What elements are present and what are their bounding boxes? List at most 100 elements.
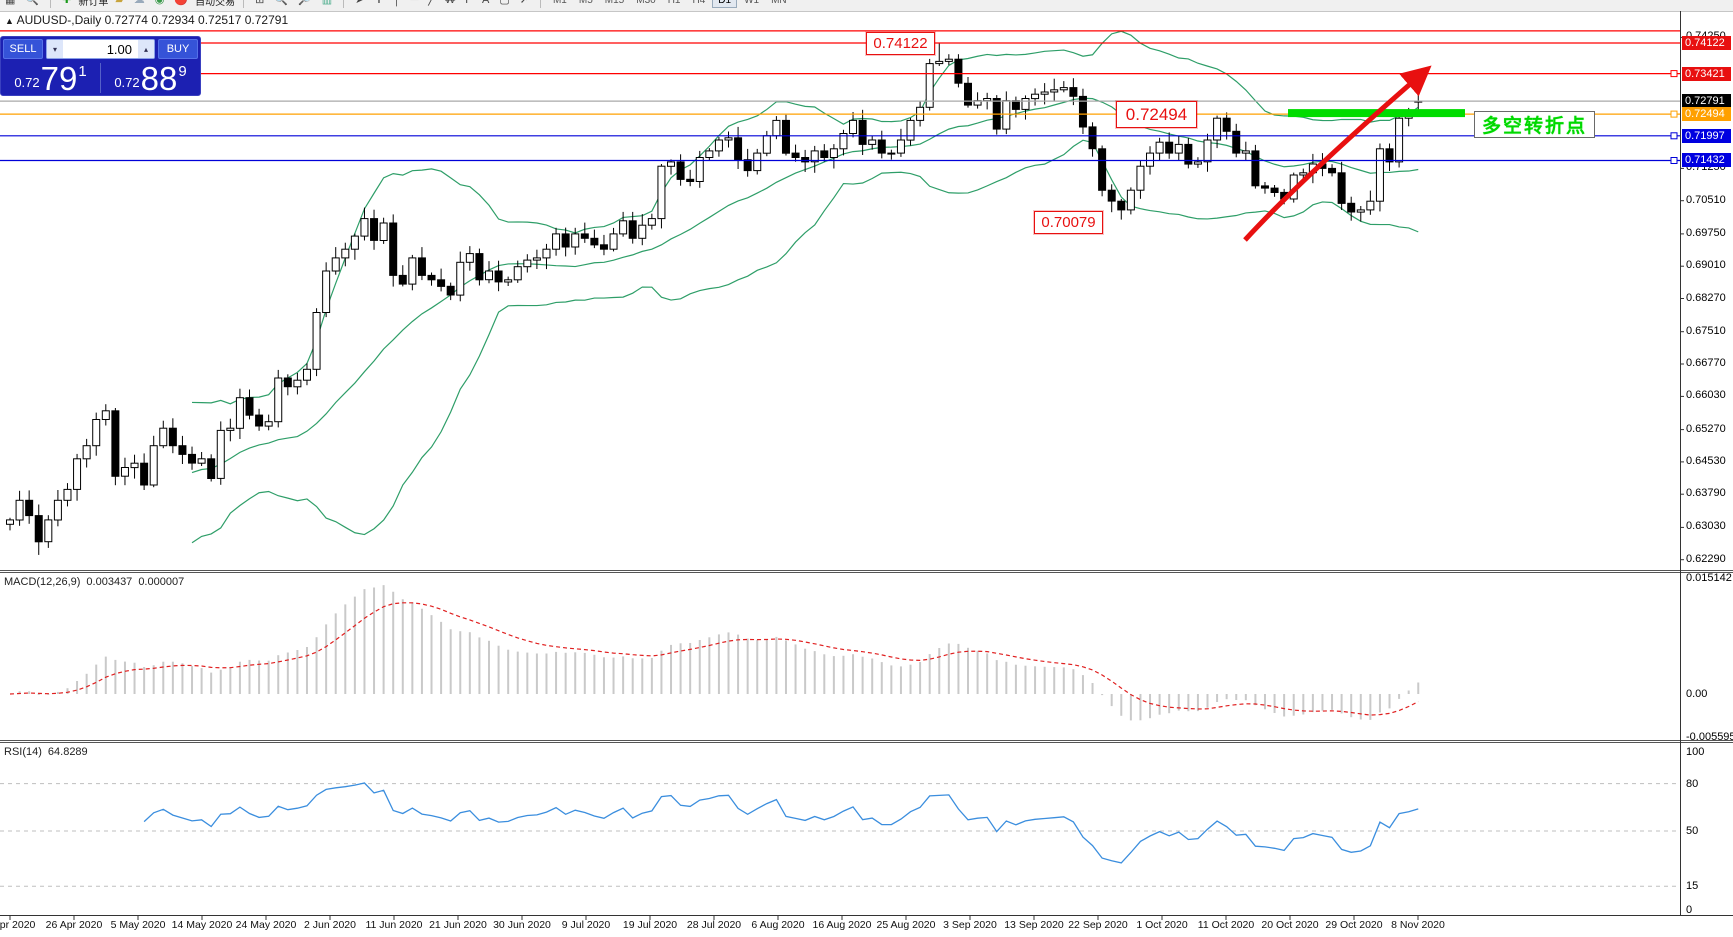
- date-axis-label: 8 Nov 2020: [1391, 919, 1445, 931]
- date-axis-label: 21 Jun 2020: [429, 919, 487, 931]
- date-axis-label: 30 Jun 2020: [493, 919, 551, 931]
- vline-icon[interactable]: │: [393, 0, 401, 6]
- autotrade-label[interactable]: 自动交易: [195, 0, 236, 8]
- rsi-axis-tick: 15: [1686, 880, 1699, 892]
- date-axis-label: 22 Sep 2020: [1068, 919, 1128, 931]
- date-axis-label: 25 Aug 2020: [876, 919, 936, 931]
- volume-increment-button[interactable]: ▴: [138, 40, 154, 58]
- timeframe-d1[interactable]: D1: [712, 0, 738, 8]
- new-order-label[interactable]: 新订单: [78, 0, 109, 8]
- date-axis-label: 14 May 2020: [171, 919, 233, 931]
- price-line-badge: 0.73421: [1682, 67, 1731, 81]
- date-axis-label: 24 May 2020: [235, 919, 297, 931]
- volume-control: ▾ 1.00 ▴: [46, 39, 155, 59]
- sell-price[interactable]: 0.72 79 1: [14, 60, 87, 97]
- price-axis-tick: 0.63030: [1686, 520, 1726, 532]
- price-axis-tick: 0.64530: [1686, 455, 1726, 467]
- shapes-icon[interactable]: ▢: [499, 0, 510, 6]
- date-axis-label: 13 Sep 2020: [1004, 919, 1064, 931]
- rsi-axis-tick: 100: [1686, 746, 1705, 758]
- timeframe-w1[interactable]: W1: [744, 0, 760, 6]
- price-line-badge: 0.74122: [1682, 36, 1731, 50]
- cloud-icon[interactable]: ☁: [133, 0, 145, 6]
- timeframe-h4[interactable]: H4: [692, 0, 706, 6]
- price-axis-tick: 0.63790: [1686, 487, 1726, 499]
- timeframe-m5[interactable]: M5: [578, 0, 593, 6]
- price-axis-tick: 0.70510: [1686, 194, 1726, 206]
- date-axis-label: 2 Jun 2020: [304, 919, 356, 931]
- date-axis-label: 5 May 2020: [110, 919, 166, 931]
- date-axis-label: 11 Jun 2020: [365, 919, 423, 931]
- tile-windows-icon[interactable]: ▥: [321, 0, 333, 6]
- date-axis-label: 20 Oct 2020: [1261, 919, 1319, 931]
- date-axis-label: 9 Jul 2020: [561, 919, 611, 931]
- rsi-label: RSI(14) 64.8289: [4, 746, 88, 758]
- buy-button[interactable]: BUY: [158, 39, 198, 59]
- crosshair-icon[interactable]: ✛: [374, 0, 384, 6]
- price-axis-tick: 0.65270: [1686, 423, 1726, 435]
- autotrade-icon[interactable]: ⛔: [174, 0, 189, 6]
- timeframe-bar: M1 M5 M15 M30 H1 H4 D1 W1 MN: [547, 0, 793, 8]
- price-line-badge: 0.71432: [1682, 153, 1731, 167]
- cursor-icon[interactable]: ➤: [355, 0, 365, 6]
- timeframe-h1[interactable]: H1: [667, 0, 681, 6]
- price-axis-tick: 0.62290: [1686, 553, 1726, 565]
- top-toolbar: ▦ 🔍 ✚ 新订单 ▰ ☁ ◉ ⛔ 自动交易 ⊞ 🔍 🔎 ▥ ➤ ✛ │ ─ ╱…: [0, 0, 1733, 12]
- date-axis-label: 29 Oct 2020: [1325, 919, 1383, 931]
- magnifier-icon[interactable]: 🔍: [25, 0, 40, 6]
- price-axis-tick: 0.67510: [1686, 325, 1726, 337]
- zoom-out-icon[interactable]: 🔎: [298, 0, 312, 6]
- macd-label: MACD(12,26,9) 0.003437 0.000007: [4, 576, 185, 588]
- hline-icon[interactable]: ─: [410, 0, 419, 6]
- date-axis-label: 19 Jul 2020: [622, 919, 678, 931]
- window-icon[interactable]: ▦: [5, 0, 16, 6]
- zoom-in-icon[interactable]: 🔍: [274, 0, 289, 6]
- chart-style-icon[interactable]: ▰: [115, 0, 124, 6]
- new-chart-icon[interactable]: ⊞: [255, 0, 265, 6]
- sell-button[interactable]: SELL: [3, 39, 43, 59]
- rsi-axis-tick: 50: [1686, 825, 1699, 837]
- price-axis-tick: 0.66770: [1686, 357, 1726, 369]
- one-click-trade-panel: SELL ▾ 1.00 ▴ BUY 0.72 79 1 0.72 88 9: [0, 36, 201, 96]
- timeframe-m30[interactable]: M30: [636, 0, 656, 6]
- timeframe-m1[interactable]: M1: [552, 0, 567, 6]
- note-bull-bear-turning-point[interactable]: 多空转折点: [1474, 111, 1595, 138]
- volume-input[interactable]: 1.00: [106, 41, 132, 57]
- volume-decrement-button[interactable]: ▾: [47, 40, 63, 58]
- date-axis-label: 28 Jul 2020: [686, 919, 742, 931]
- timeframe-mn[interactable]: MN: [771, 0, 787, 6]
- buy-price[interactable]: 0.72 88 9: [114, 60, 187, 97]
- arrows-icon[interactable]: ➚: [519, 0, 529, 6]
- sound-icon[interactable]: ◉: [154, 0, 165, 6]
- fibo-icon[interactable]: F: [465, 0, 472, 6]
- date-axis-label: 11 Oct 2020: [1197, 919, 1255, 931]
- text-icon[interactable]: A: [482, 0, 490, 6]
- price-annotation[interactable]: 0.74122: [866, 32, 935, 55]
- macd-axis-tick: 0.015142: [1686, 572, 1732, 584]
- price-axis-tick: 0.69010: [1686, 259, 1726, 271]
- collapse-arrow-icon[interactable]: ▲: [5, 16, 14, 26]
- elliott-icon[interactable]: ₩: [444, 0, 456, 6]
- timeframe-m15[interactable]: M15: [604, 0, 625, 6]
- price-annotation[interactable]: 0.72494: [1116, 101, 1197, 128]
- price-line-badge: 0.72494: [1682, 107, 1731, 121]
- price-annotation[interactable]: 0.70079: [1034, 211, 1103, 234]
- price-axis-tick: 0.69750: [1686, 227, 1726, 239]
- price-line-badge: 0.72791: [1682, 94, 1731, 108]
- date-axis-label: 3 Sep 2020: [943, 919, 997, 931]
- date-axis-label: 6 Aug 2020: [751, 919, 805, 931]
- macd-axis-tick: -0.005595: [1686, 731, 1733, 743]
- price-axis-tick: 0.66030: [1686, 389, 1726, 401]
- macd-axis-tick: 0.00: [1686, 688, 1708, 700]
- new-order-icon[interactable]: ✚: [62, 0, 72, 6]
- date-axis-label: 6 Apr 2020: [0, 919, 36, 931]
- chart-title-ohlc: ▲ AUDUSD-,Daily 0.72774 0.72934 0.72517 …: [5, 13, 289, 27]
- date-axis-label: 26 Apr 2020: [45, 919, 103, 931]
- rsi-axis-tick: 0: [1686, 904, 1693, 916]
- date-axis-label: 16 Aug 2020: [812, 919, 872, 931]
- trendline-icon[interactable]: ╱: [428, 0, 435, 6]
- rsi-axis-tick: 80: [1686, 778, 1699, 790]
- date-axis-label: 1 Oct 2020: [1136, 919, 1188, 931]
